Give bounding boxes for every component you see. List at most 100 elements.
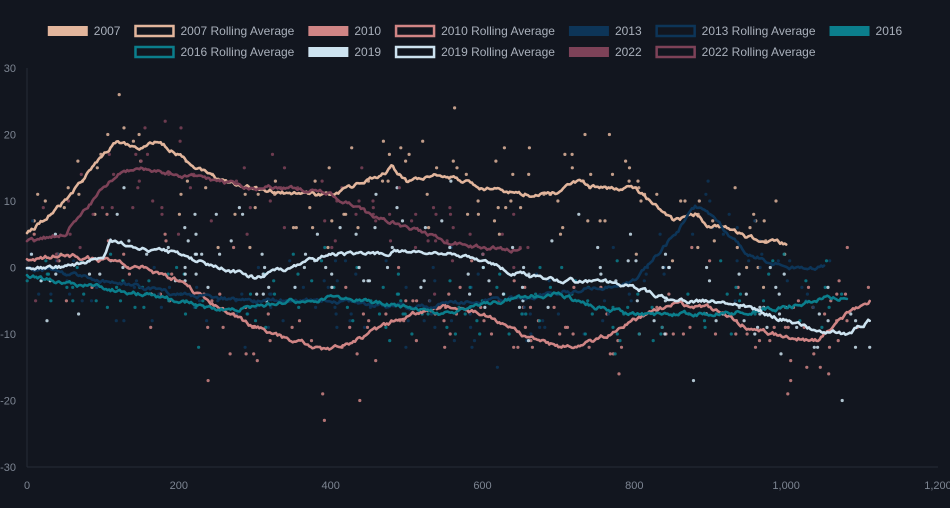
y-tick-label: -30	[0, 462, 16, 474]
point-2019	[122, 186, 126, 190]
legend-item-2007[interactable]: 2007	[47, 24, 121, 38]
point-2022	[357, 199, 361, 203]
point-2019	[214, 212, 218, 216]
legend-item-2016-rolling-average[interactable]: 2016 Rolling Average	[134, 45, 295, 59]
point-2019	[667, 265, 671, 270]
point-2007	[381, 139, 385, 143]
point-2016	[388, 339, 392, 343]
point-2007	[639, 199, 643, 203]
legend-item-2019-rolling-average[interactable]: 2019 Rolling Average	[394, 45, 555, 59]
point-2019	[419, 285, 423, 289]
point-2013	[733, 299, 737, 303]
point-2019	[193, 212, 197, 216]
x-tick-label: 1,200	[924, 480, 950, 492]
point-2010	[297, 319, 302, 323]
legend-swatch	[308, 26, 349, 36]
point-2007	[634, 252, 638, 256]
legend-item-2010[interactable]: 2010	[308, 24, 381, 38]
point-2007	[627, 166, 632, 170]
point-2019	[422, 279, 426, 283]
point-2019	[466, 272, 470, 276]
legend-label: 2010 Rolling Average	[441, 24, 555, 38]
point-2010	[786, 392, 790, 396]
legend-item-2019[interactable]: 2019	[308, 45, 381, 59]
point-2007	[697, 199, 701, 203]
point-2013	[543, 325, 547, 329]
legend-item-2007-rolling-average[interactable]: 2007 Rolling Average	[134, 24, 295, 38]
point-2016	[660, 325, 664, 329]
point-2007	[733, 186, 737, 190]
point-2007	[313, 179, 317, 183]
point-2019	[550, 239, 554, 243]
point-2010	[221, 325, 225, 329]
point-2010	[255, 359, 259, 363]
point-2010	[796, 299, 801, 303]
point-2013	[735, 226, 739, 230]
point-2016	[384, 325, 388, 329]
point-2010	[772, 325, 776, 329]
point-2010	[805, 365, 809, 369]
legend-item-2022-rolling-average[interactable]: 2022 Rolling Average	[655, 45, 816, 59]
legend-item-2013-rolling-average[interactable]: 2013 Rolling Average	[655, 24, 816, 38]
point-2010	[812, 352, 816, 356]
point-2019	[193, 252, 197, 256]
point-2013	[49, 292, 53, 296]
point-2016	[734, 285, 738, 289]
point-2016	[381, 285, 385, 289]
point-2016	[272, 279, 276, 283]
point-2013	[30, 219, 35, 223]
point-2016	[396, 272, 400, 276]
point-2019	[526, 339, 531, 343]
legend-item-2022[interactable]: 2022	[568, 45, 642, 59]
point-2016	[142, 305, 146, 309]
point-2013	[800, 285, 804, 289]
point-2016	[686, 292, 690, 296]
point-2019	[449, 179, 453, 183]
point-2019	[39, 279, 43, 283]
point-2007	[76, 159, 80, 163]
point-2022	[112, 172, 116, 176]
legend-item-2016[interactable]: 2016	[829, 24, 903, 38]
point-2010	[397, 265, 401, 270]
legend-swatch	[47, 26, 88, 36]
point-2007	[308, 206, 312, 210]
point-2019	[663, 332, 667, 336]
point-2016	[75, 265, 79, 270]
point-2019	[468, 292, 472, 296]
legend-label: 2019	[354, 45, 381, 59]
point-2019	[634, 259, 638, 263]
y-tick-label: 0	[10, 263, 16, 275]
point-2010	[489, 332, 494, 336]
point-2013	[556, 312, 561, 316]
legend-item-2013[interactable]: 2013	[568, 24, 642, 38]
legend-item-2010-rolling-average[interactable]: 2010 Rolling Average	[394, 24, 555, 38]
point-2022	[242, 166, 246, 170]
point-2016	[583, 332, 587, 336]
point-2010	[482, 319, 486, 323]
point-2016	[637, 332, 641, 336]
point-2019	[520, 285, 525, 289]
point-2013	[333, 259, 338, 263]
point-2007	[350, 146, 354, 150]
point-2022	[371, 206, 375, 210]
point-2007	[43, 199, 47, 203]
point-2007	[66, 186, 70, 190]
point-2010	[823, 312, 827, 316]
point-2019	[577, 212, 581, 216]
point-2019	[854, 319, 858, 323]
point-2022	[410, 219, 414, 223]
point-2013	[256, 265, 260, 270]
point-2007	[607, 132, 612, 137]
point-2013	[94, 285, 99, 289]
point-2013	[404, 285, 408, 289]
point-2013	[152, 265, 156, 270]
point-2007	[131, 139, 135, 143]
point-2016	[537, 319, 542, 323]
point-2013	[785, 279, 789, 283]
point-2022	[179, 126, 183, 130]
point-2022	[209, 219, 213, 223]
point-2019	[263, 265, 267, 270]
point-2016	[248, 292, 253, 296]
legend-label: 2007 Rolling Average	[180, 24, 294, 38]
point-2013	[422, 319, 426, 323]
